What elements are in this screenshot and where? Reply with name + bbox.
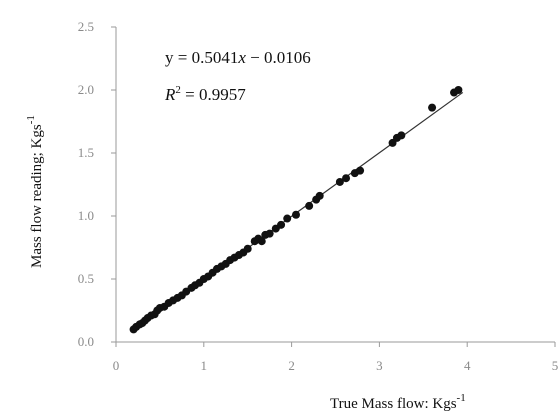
axes — [115, 27, 555, 343]
data-point — [283, 214, 292, 223]
x-tick-label: 2 — [288, 358, 295, 373]
data-point — [315, 191, 324, 200]
x-tick-label: 4 — [464, 358, 471, 373]
data-point — [342, 174, 351, 183]
data-point — [257, 237, 266, 246]
x-axis-label: True Mass flow: Kgs-1 — [330, 392, 466, 412]
y-axis-label: Mass flow reading; Kgs-1 — [25, 115, 45, 268]
x-tick-label: 3 — [376, 358, 383, 373]
y-tick-label: 2.0 — [78, 82, 94, 97]
y-tick-label: 1.0 — [78, 208, 94, 223]
x-tick-label: 1 — [201, 358, 208, 373]
data-point — [243, 244, 252, 253]
data-points — [129, 86, 463, 334]
x-tick-label: 5 — [552, 358, 559, 373]
r-squared-annotation: R2 = 0.9957 — [164, 84, 246, 104]
data-point — [265, 229, 274, 238]
y-tick-label: 0.0 — [78, 334, 94, 349]
data-point — [428, 103, 437, 112]
data-point — [454, 86, 463, 94]
data-point — [305, 201, 314, 210]
data-point — [277, 220, 286, 229]
ticks: 0.0 0.5 1.0 1.5 2.0 2.5 0 1 2 3 4 5 — [78, 19, 559, 373]
x-tick-label: 0 — [113, 358, 120, 373]
data-point — [291, 210, 300, 219]
y-tick-label: 2.5 — [78, 19, 94, 34]
regression-equation: y = 0.5041x − 0.0106 — [165, 48, 311, 67]
y-tick-label: 1.5 — [78, 145, 94, 160]
data-point — [397, 131, 406, 140]
data-point — [356, 166, 365, 175]
y-tick-label: 0.5 — [78, 271, 94, 286]
data-point — [335, 177, 344, 186]
